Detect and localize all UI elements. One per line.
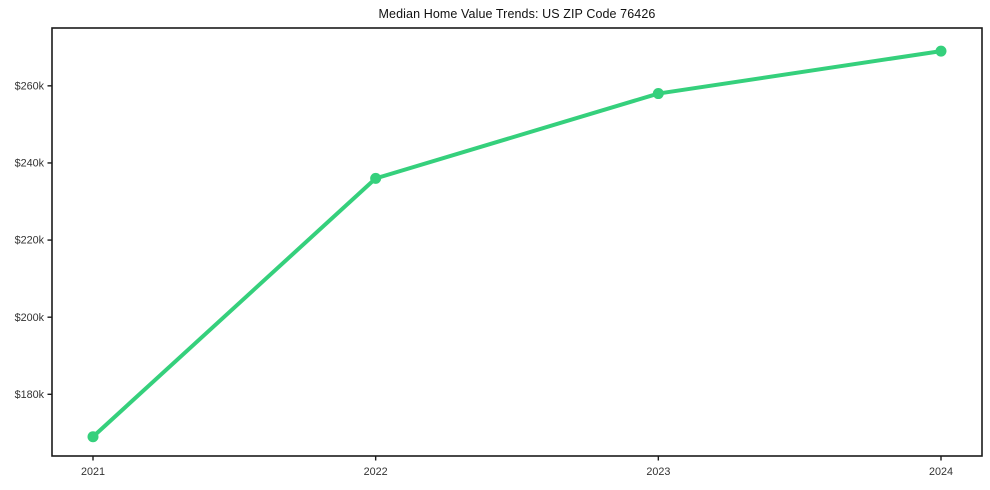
axes-frame	[51, 27, 983, 457]
y-tick-label: $260k	[15, 80, 45, 92]
x-tick-label: 2024	[929, 466, 953, 478]
x-tick-label: 2022	[364, 466, 388, 478]
trend-line	[91, 49, 943, 439]
x-tick-label: 2023	[646, 466, 670, 478]
y-tick-label: $220k	[15, 235, 45, 247]
data-point-2022	[370, 172, 382, 184]
data-point-2023	[652, 88, 664, 100]
data-point-2021	[87, 431, 99, 443]
data-point-2024	[935, 45, 947, 57]
y-tick-label: $240k	[15, 158, 45, 170]
y-tick-label: $180k	[15, 389, 45, 401]
chart-title: Median Home Value Trends: US ZIP Code 76…	[378, 7, 656, 21]
y-tick-label: $200k	[15, 312, 45, 324]
x-tick-label: 2021	[81, 466, 105, 478]
